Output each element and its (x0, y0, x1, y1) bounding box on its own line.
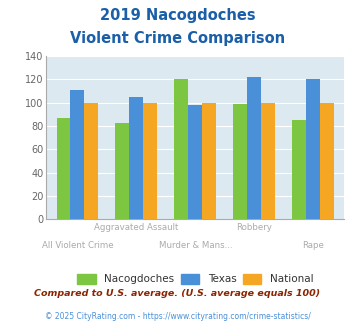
Bar (129, 97, 143, 219)
Bar (247, 77, 261, 219)
Bar (320, 103, 334, 219)
Text: © 2025 CityRating.com - https://www.cityrating.com/crime-statistics/: © 2025 CityRating.com - https://www.city… (45, 312, 310, 321)
Text: 2019 Nacogdoches: 2019 Nacogdoches (100, 8, 255, 23)
Text: Rape: Rape (302, 241, 324, 250)
Bar (292, 120, 306, 219)
Bar (115, 123, 129, 219)
Bar (84, 103, 98, 219)
Bar (174, 80, 188, 219)
Text: Murder & Mans...: Murder & Mans... (158, 241, 232, 250)
Bar (261, 103, 275, 219)
Text: Compared to U.S. average. (U.S. average equals 100): Compared to U.S. average. (U.S. average … (34, 289, 321, 298)
Bar (70, 90, 84, 219)
Text: All Violent Crime: All Violent Crime (42, 241, 113, 250)
Text: Robbery: Robbery (236, 223, 272, 232)
Bar (202, 103, 216, 219)
Bar (233, 104, 247, 219)
Bar (188, 105, 202, 219)
Bar (306, 80, 320, 219)
Legend: Nacogdoches, Texas, National: Nacogdoches, Texas, National (77, 274, 313, 284)
Text: Violent Crime Comparison: Violent Crime Comparison (70, 31, 285, 46)
Bar (143, 103, 157, 219)
Text: Aggravated Assault: Aggravated Assault (94, 223, 179, 232)
Bar (56, 118, 70, 219)
